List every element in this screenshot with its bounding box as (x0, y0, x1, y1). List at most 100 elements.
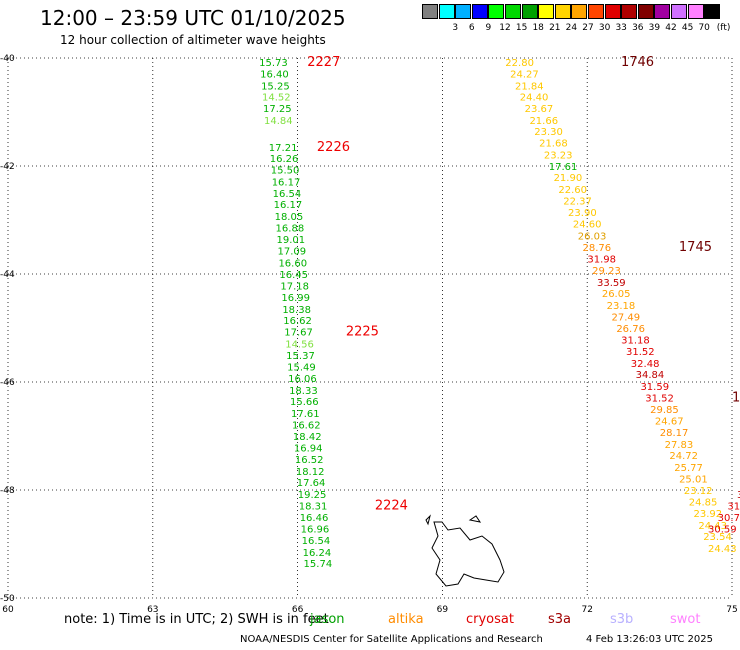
color-swatch (505, 4, 521, 19)
wave-height-value: 19.01 (277, 235, 306, 246)
lon-tick-label: 75 (726, 605, 737, 615)
wave-height-value: 24.40 (520, 93, 549, 104)
lon-tick-label: 60 (2, 605, 14, 615)
color-scale-label: 39 (648, 23, 661, 33)
color-swatch (687, 4, 704, 19)
wave-height-value: 23.23 (544, 150, 573, 161)
wave-height-value: 31.59 (640, 382, 669, 393)
wave-height-value: 18.33 (289, 386, 318, 397)
color-swatch (654, 4, 671, 19)
legend-item: jason (310, 612, 345, 627)
wave-height-value: 21.66 (529, 116, 558, 127)
wave-height-value: 16.54 (302, 536, 331, 547)
lat-tick-label: -42 (0, 162, 15, 172)
wave-height-value: 16.94 (294, 444, 323, 455)
footnote: note: 1) Time is in UTC; 2) SWH is in fe… (64, 612, 329, 627)
islet-outline (425, 514, 431, 526)
wave-height-value: 18.05 (275, 212, 304, 223)
wave-height-value: 15.74 (304, 559, 333, 570)
wave-height-value: 31.18 (621, 336, 650, 347)
wave-height-value: 17.25 (263, 104, 292, 115)
wave-height-value: 24.72 (669, 451, 698, 462)
wave-height-value: 21.90 (554, 173, 583, 184)
color-swatch (704, 4, 721, 19)
wave-height-value: 15.37 (286, 351, 315, 362)
wave-height-value: 24.67 (655, 417, 684, 428)
color-scale-unit: (ft) (716, 23, 731, 33)
lat-tick-label: -40 (0, 54, 15, 64)
color-swatch (488, 4, 505, 19)
color-swatch (422, 4, 438, 19)
color-scale-label: 3 (452, 23, 459, 33)
color-swatch (671, 4, 687, 19)
wave-height-value: 16.88 (276, 223, 305, 234)
wave-height-value: 18.31 (299, 501, 328, 512)
wave-height-value: 28.76 (583, 243, 612, 254)
wave-height-value: 27.83 (665, 440, 694, 451)
wave-height-value: 17.61 (549, 162, 578, 173)
generated-timestamp: 4 Feb 13:26:03 UTC 2025 (586, 634, 713, 645)
wave-height-value: 15.50 (271, 166, 300, 177)
wave-height-value: 28.17 (660, 428, 689, 439)
wave-height-value: 16.52 (295, 455, 324, 466)
wave-height-value: 17.61 (291, 409, 320, 420)
wave-height-value: 16.45 (279, 270, 308, 281)
pass-time-label: 1745 (679, 240, 712, 255)
color-swatch (571, 4, 588, 19)
legend-item: swot (670, 612, 701, 627)
legend-item: s3a (548, 612, 572, 627)
color-swatch (588, 4, 604, 19)
wave-height-value: 31.52 (645, 393, 674, 404)
wave-height-value: 21.84 (515, 81, 544, 92)
wave-height-value: 16.62 (292, 420, 321, 431)
wave-height-value: 14.52 (262, 93, 291, 104)
wave-height-value: 15.25 (261, 81, 290, 92)
pass-time-label: 1744 (732, 390, 740, 405)
wave-height-value: 17.67 (284, 328, 313, 339)
wave-height-value: 16.06 (288, 374, 317, 385)
wave-height-value: 24.43 (698, 521, 727, 532)
wave-height-value: 22.80 (505, 58, 534, 69)
color-swatch (438, 4, 455, 19)
wave-height-value: 16.54 (273, 189, 302, 200)
color-scale-label: 30 (598, 23, 611, 33)
pass-time-label: 2226 (317, 140, 350, 155)
lat-tick-label: -46 (0, 378, 15, 388)
color-swatch (621, 4, 638, 19)
color-swatch (637, 4, 654, 19)
wave-height-value: 29.23 (592, 266, 621, 277)
wave-height-value: 16.60 (278, 258, 307, 269)
color-swatch (604, 4, 621, 19)
wave-height-value: 18.42 (293, 432, 322, 443)
wave-height-value: 25.77 (674, 463, 703, 474)
wave-height-value: 24.43 (708, 544, 737, 555)
color-scale-label: 36 (632, 23, 644, 33)
color-swatch (554, 4, 571, 19)
color-scale-label: 12 (499, 23, 511, 33)
wave-height-value: 23.92 (694, 509, 723, 520)
color-scale-label: 33 (615, 23, 627, 33)
wave-height-value: 16.26 (270, 154, 299, 165)
wave-height-value: 15.49 (287, 363, 316, 374)
island-coastline (431, 521, 505, 587)
wave-height-value: 27.49 (611, 312, 640, 323)
lat-tick-label: -50 (0, 594, 15, 604)
wave-height-value: 17.09 (277, 247, 306, 258)
wave-height-value: 16.99 (281, 293, 310, 304)
color-scale-label: 6 (468, 23, 475, 33)
wave-height-value: 15.73 (259, 58, 288, 69)
color-scale-label: 45 (681, 23, 694, 33)
wave-height-value: 33.59 (597, 278, 626, 289)
wave-height-value: 23.67 (525, 104, 554, 115)
lon-tick-label: 63 (147, 605, 158, 615)
wave-height-value: 23.18 (607, 301, 636, 312)
wave-height-value: 19.25 (298, 490, 327, 501)
wave-height-value: 22.37 (563, 196, 592, 207)
islet-outline (468, 515, 482, 523)
lon-tick-label: 66 (292, 605, 304, 615)
wave-height-value: 14.84 (264, 116, 293, 127)
wave-height-value: 16.46 (300, 513, 329, 524)
color-scale-label: 70 (698, 23, 710, 33)
wave-height-value: 22.60 (558, 185, 587, 196)
